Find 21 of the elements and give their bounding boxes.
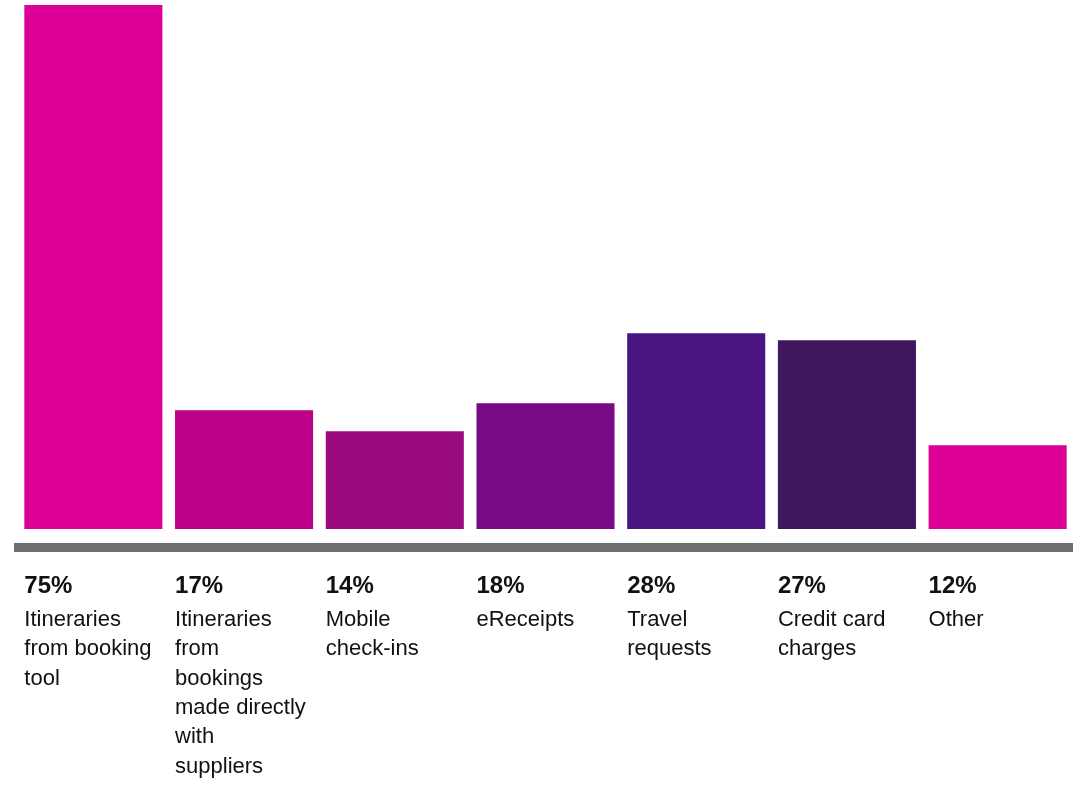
bar [175, 410, 314, 529]
bar [325, 431, 464, 529]
data-label: 14% [325, 571, 374, 598]
x-tick-label: Other [928, 606, 984, 631]
data-label: 28% [627, 571, 676, 598]
x-tick-label: Credit card charges [777, 606, 886, 661]
data-label: 12% [928, 571, 977, 598]
bar [24, 5, 163, 529]
data-label: 18% [476, 571, 525, 598]
bar [777, 340, 916, 529]
x-tick-label: Travel requests [627, 606, 712, 661]
x-tick-label: Mobile check-ins [325, 606, 419, 661]
x-tick-label: Itineraries from booking tool [24, 606, 152, 690]
bar [627, 333, 766, 529]
bar [928, 445, 1067, 529]
data-label: 27% [777, 571, 826, 598]
bar [476, 403, 615, 529]
data-label: 75% [24, 571, 73, 598]
data-label: 17% [175, 571, 224, 598]
x-tick-label: Itineraries from bookings made directly with suppliers [174, 606, 306, 778]
x-tick-label: eReceipts [476, 606, 575, 631]
